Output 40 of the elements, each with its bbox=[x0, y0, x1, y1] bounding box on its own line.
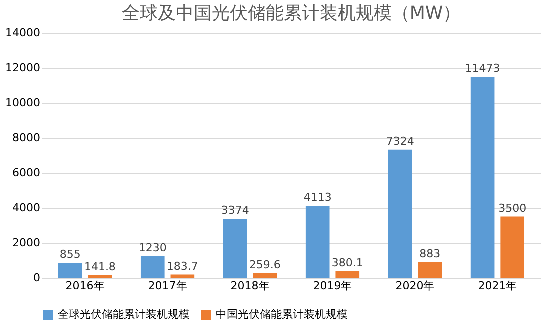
y-tick-label: 2000 bbox=[12, 236, 40, 250]
x-tick-label: 2016年 bbox=[66, 280, 105, 292]
data-label: 11473 bbox=[465, 62, 500, 76]
data-label: 3374 bbox=[221, 204, 250, 217]
x-tick-label: 2021年 bbox=[478, 280, 518, 292]
chart-title: 全球及中国光伏储能累计装机规模（MW） bbox=[122, 3, 462, 24]
x-tick-label: 2017年 bbox=[148, 280, 188, 292]
bar bbox=[58, 263, 82, 278]
bar bbox=[253, 273, 278, 278]
y-tick-label: 0 bbox=[34, 272, 40, 284]
data-label: 4113 bbox=[304, 191, 332, 204]
bar bbox=[388, 150, 412, 278]
bar bbox=[306, 206, 330, 278]
legend-label: 中国光伏储能累计装机规模 bbox=[216, 308, 348, 321]
bar bbox=[336, 271, 360, 278]
legend-label: 全球光伏储能累计装机规模 bbox=[58, 308, 190, 321]
y-tick-label: 4000 bbox=[12, 202, 40, 214]
data-label: 1230 bbox=[138, 241, 167, 254]
bar bbox=[500, 216, 525, 278]
data-label: 183.7 bbox=[166, 260, 198, 273]
data-label: 7324 bbox=[386, 134, 414, 148]
y-tick-label: 12000 bbox=[6, 62, 40, 74]
data-label: 855 bbox=[60, 248, 81, 262]
data-label: 259.6 bbox=[249, 258, 281, 272]
bar bbox=[140, 256, 165, 278]
bar bbox=[470, 77, 495, 278]
x-tick-label: 2020年 bbox=[396, 280, 435, 292]
y-tick-label: 10000 bbox=[6, 96, 40, 110]
y-tick-label: 6000 bbox=[12, 166, 40, 180]
data-label: 3500 bbox=[498, 202, 527, 215]
y-tick-label: 14000 bbox=[6, 26, 40, 40]
bar bbox=[418, 262, 442, 278]
data-label: 141.8 bbox=[84, 260, 116, 274]
y-tick-label: 8000 bbox=[12, 132, 40, 144]
x-tick-label: 2019年 bbox=[313, 280, 352, 292]
bar bbox=[223, 218, 248, 278]
data-label: 380.1 bbox=[332, 256, 364, 270]
bar bbox=[170, 274, 195, 278]
x-tick-label: 2018年 bbox=[230, 280, 270, 292]
data-label: 883 bbox=[420, 248, 441, 261]
